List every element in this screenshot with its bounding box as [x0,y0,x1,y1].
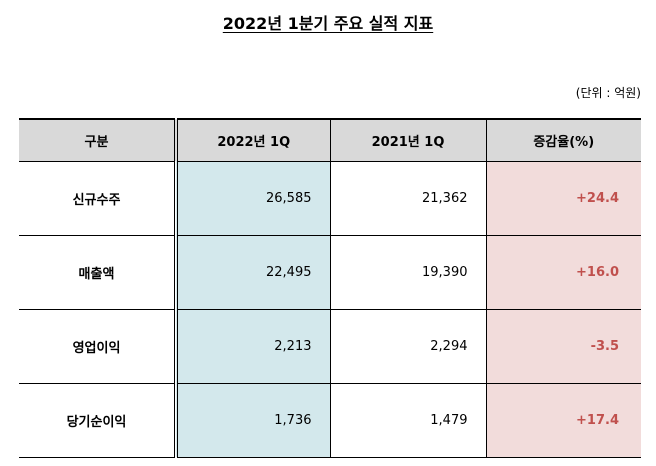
table-cell: 2,294 [329,308,486,384]
table-header: 구분 2022년 1Q 2021년 1Q 증감율(%) [19,118,641,162]
unit: (단위 : 억원) [575,86,641,100]
table-cell: 1,736 [175,382,330,458]
row-label: 매출액 [19,234,178,310]
table-cell: 21,362 [329,160,486,236]
table-row: 영업이익 2,213 2,294 -3.5 [19,308,641,384]
table-cell: 22,495 [175,234,330,310]
table-row: 당기순이익 1,736 1,479 +17.4 [19,382,641,458]
header-cell: 증감율(%) [485,118,641,162]
table-row: 매출액 22,495 19,390 +16.0 [19,234,641,310]
header-cell: 2022년 1Q [175,118,330,162]
table-cell: +24.4 [485,160,641,236]
title: 2022년 1분기 주요 실적 지표 [222,14,434,33]
table-cell: +16.0 [485,234,641,310]
row-label: 영업이익 [19,308,178,384]
table-cell: +17.4 [485,382,641,458]
table: 구분 2022년 1Q 2021년 1Q 증감율(%) 신규수주 26,585 21,36… [19,118,641,458]
header-row: 구분 2022년 1Q 2021년 1Q 증감율(%) [19,118,641,162]
header-cell: 구분 [19,118,178,162]
table-body: 신규수주 26,585 21,362 +24.4 매출액 22,495 19,390 +16.… [19,160,641,458]
title-box: 2022년 1분기 주요 실적 지표 [0,10,656,34]
table-cell: 19,390 [329,234,486,310]
table-cell: 1,479 [329,382,486,458]
table-cell: -3.5 [485,308,641,384]
row-label: 당기순이익 [19,382,178,458]
header-cell: 2021년 1Q [329,118,486,162]
row-label: 신규수주 [19,160,178,236]
table-row: 신규수주 26,585 21,362 +24.4 [19,160,641,236]
table-cell: 26,585 [175,160,330,236]
table-cell: 2,213 [175,308,330,384]
